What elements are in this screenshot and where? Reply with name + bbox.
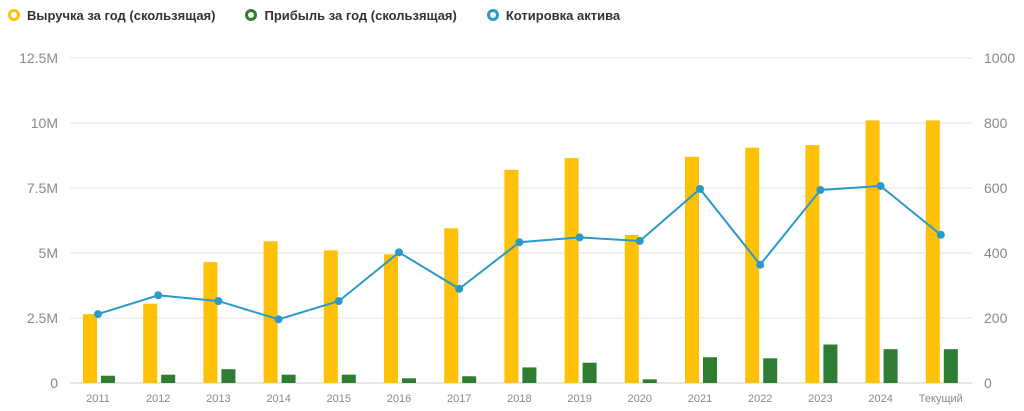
x-axis-tick-label: 2011 bbox=[86, 393, 110, 405]
price-point bbox=[575, 233, 584, 242]
legend-price-label: Котировка актива bbox=[505, 7, 621, 23]
price-point bbox=[334, 297, 343, 306]
x-axis-tick-label: 2019 bbox=[567, 393, 591, 405]
revenue-bar bbox=[624, 234, 639, 383]
x-axis-tick-label: 2022 bbox=[748, 393, 772, 405]
revenue-bar bbox=[925, 120, 940, 384]
revenue-bar bbox=[865, 120, 880, 384]
price-point bbox=[936, 230, 945, 239]
profit-bar bbox=[763, 358, 778, 383]
legend-item-revenue[interactable]: Выручка за год (скользящая) bbox=[8, 8, 215, 23]
right-axis-tick-label: 400 bbox=[984, 245, 1008, 261]
x-axis-tick-label: 2015 bbox=[327, 393, 351, 405]
profit-bar bbox=[582, 362, 597, 383]
revenue-bar bbox=[83, 314, 97, 383]
price-point bbox=[756, 260, 765, 269]
profit-bar bbox=[883, 349, 898, 383]
profit-bar bbox=[402, 378, 416, 383]
price-point bbox=[876, 182, 885, 191]
legend-revenue-marker-icon bbox=[8, 9, 20, 21]
revenue-bar bbox=[504, 169, 519, 383]
legend-item-profit[interactable]: Прибыль за год (скользящая) bbox=[245, 7, 457, 23]
revenue-bar bbox=[263, 241, 278, 383]
profit-bar bbox=[101, 375, 115, 383]
profit-bar bbox=[341, 374, 356, 383]
price-point bbox=[94, 310, 102, 319]
x-axis-tick-label: 2014 bbox=[266, 393, 290, 405]
revenue-bar bbox=[203, 262, 218, 383]
left-axis-tick-label: 5M bbox=[39, 245, 58, 261]
legend-price-marker-icon bbox=[486, 9, 499, 21]
x-axis-tick-label: 2024 bbox=[868, 393, 892, 405]
price-point bbox=[515, 238, 524, 247]
price-point bbox=[455, 284, 464, 293]
profit-bar bbox=[642, 379, 657, 383]
profit-bar bbox=[943, 349, 958, 383]
revenue-bar bbox=[143, 303, 158, 383]
x-axis-tick-label: 2023 bbox=[808, 393, 832, 405]
profit-bar bbox=[703, 357, 717, 383]
right-axis-tick-label: 1000 bbox=[984, 50, 1015, 66]
profit-bar bbox=[522, 367, 537, 383]
revenue-bar bbox=[323, 250, 338, 383]
x-axis-tick-label: 2016 bbox=[387, 393, 411, 405]
left-axis-tick-label: 10M bbox=[31, 115, 58, 131]
revenue-bar bbox=[805, 145, 820, 383]
x-axis-tick-label: 2018 bbox=[507, 393, 531, 405]
legend-item-price[interactable]: Котировка актива bbox=[486, 7, 621, 23]
right-axis-tick-label: 0 bbox=[984, 375, 992, 391]
right-axis-tick-label: 600 bbox=[984, 180, 1008, 196]
profit-bar bbox=[823, 344, 838, 383]
price-point bbox=[395, 248, 403, 257]
revenue-bar bbox=[564, 158, 579, 383]
price-point bbox=[274, 315, 283, 324]
right-axis-tick-label: 800 bbox=[984, 115, 1008, 131]
price-point bbox=[816, 185, 825, 194]
x-axis-tick-label: 2012 bbox=[146, 393, 170, 405]
profit-bar bbox=[221, 369, 236, 383]
price-point bbox=[154, 291, 163, 300]
price-point bbox=[214, 297, 223, 306]
x-axis-tick-label: 2020 bbox=[628, 393, 652, 405]
x-axis-tick-label: Текущий bbox=[919, 393, 963, 405]
legend-profit-marker-icon bbox=[245, 9, 258, 21]
legend: Выручка за год (скользящая) Прибыль за г… bbox=[8, 4, 650, 26]
profit-bar bbox=[281, 374, 296, 383]
revenue-bar bbox=[384, 254, 398, 383]
x-axis-tick-label: 2017 bbox=[447, 393, 471, 405]
revenue-bar bbox=[444, 228, 459, 383]
legend-profit-label: Прибыль за год (скользящая) bbox=[264, 7, 457, 23]
x-axis-tick-label: 2013 bbox=[206, 393, 230, 405]
profit-bar bbox=[161, 374, 176, 383]
left-axis-tick-label: 0 bbox=[50, 375, 58, 391]
revenue-bar bbox=[685, 156, 699, 383]
revenue-bar bbox=[745, 147, 760, 383]
right-axis-tick-label: 200 bbox=[984, 310, 1008, 326]
left-axis-tick-label: 7.5M bbox=[27, 180, 58, 196]
legend-revenue-label: Выручка за год (скользящая) bbox=[27, 7, 216, 23]
left-axis-tick-label: 12.5M bbox=[19, 50, 58, 66]
price-point bbox=[696, 184, 704, 193]
left-axis-tick-label: 2.5M bbox=[27, 310, 58, 326]
x-axis-tick-label: 2021 bbox=[688, 393, 712, 405]
price-point bbox=[635, 236, 644, 245]
profit-bar bbox=[462, 376, 477, 383]
